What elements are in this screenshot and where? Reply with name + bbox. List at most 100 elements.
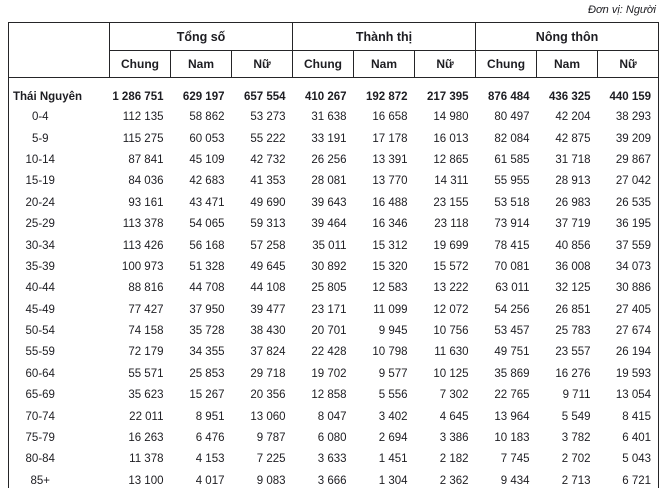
data-cell: 16 346 [372,218,408,231]
table-row: 65-69 35 623 15 267 20 356 12 858 5 556 7 302 2… [9,385,659,406]
data-cell: 10 183 [494,432,530,445]
header-sub-row: Chung Nam Nữ Chung Nam Nữ Chung Nam Nữ [9,50,660,78]
table-row: 25-29 113 378 54 065 59 313 39 464 16 346 23 1… [9,213,659,234]
data-cell: 7 302 [439,389,469,402]
data-cell: 25 805 [311,282,347,295]
row-label: 60-64 [25,367,55,380]
data-cell: 15 267 [189,389,225,402]
data-cell: 1 304 [378,474,408,487]
data-cell: 6 080 [317,432,347,445]
data-cell: 27 042 [615,175,652,188]
data-cell: 11 099 [373,303,408,316]
data-cell: 100 973 [121,260,164,273]
data-cell: 61 585 [494,153,530,166]
data-cell: 3 666 [317,474,347,487]
data-cell: 38 293 [615,111,652,124]
data-cell: 39 209 [615,132,652,145]
row-label: 45-49 [25,303,55,316]
row-label: 85+ [30,474,50,487]
row-label: 55-59 [25,346,55,359]
data-cell: 5 043 [622,453,652,466]
data-cell: 13 770 [372,175,408,188]
data-cell: 23 557 [555,346,591,359]
data-cell: 30 886 [615,282,652,295]
data-cell: 53 457 [494,325,530,338]
row-label: 15-19 [25,175,55,188]
data-cell: 37 950 [189,303,225,316]
data-cell: 26 256 [311,153,347,166]
corner-cell [8,22,110,78]
data-cell: 37 824 [250,346,286,359]
data-cell: 9 434 [500,474,530,487]
data-cell: 26 535 [615,196,652,209]
data-cell: 410 267 [304,90,347,103]
data-cell: 36 195 [615,218,652,231]
data-cell: 53 518 [494,196,530,209]
data-cell: 10 756 [433,325,469,338]
table-row: 30-34 113 426 56 168 57 258 35 011 15 312 19 6… [9,235,659,256]
data-cell: 16 276 [555,367,591,380]
data-cell: 57 258 [250,239,286,252]
data-cell: 6 401 [622,432,652,445]
data-cell: 12 583 [372,282,408,295]
data-cell: 629 197 [182,90,225,103]
data-cell: 93 161 [128,196,164,209]
table-row: 40-44 88 816 44 708 44 108 25 805 12 583 13 22… [9,278,659,299]
data-cell: 19 702 [311,367,347,380]
data-cell: 78 415 [494,239,530,252]
data-cell: 25 853 [189,367,225,380]
row-label: 40-44 [25,282,55,295]
data-cell: 42 204 [555,111,591,124]
data-cell: 22 011 [129,410,164,423]
data-cell: 17 178 [372,132,408,145]
data-cell: 5 556 [378,389,408,402]
data-cell: 113 378 [122,218,164,231]
data-cell: 60 053 [189,132,225,145]
data-cell: 7 745 [500,453,530,466]
group-header-rural: Nông thôn [475,22,660,51]
data-cell: 41 353 [250,175,286,188]
row-label: 0-4 [31,111,49,124]
data-cell: 2 694 [378,432,408,445]
table-row: 85+ 13 100 4 017 9 083 3 666 1 304 2 362 9 434 2… [9,470,659,488]
row-label: 5-9 [31,132,49,145]
data-cell: 55 571 [128,367,164,380]
data-cell: 72 179 [128,346,164,359]
data-cell: 8 047 [317,410,347,423]
data-cell: 39 477 [250,303,286,316]
row-label: 10-14 [25,153,55,166]
data-cell: 7 225 [256,453,286,466]
data-cell: 33 191 [311,132,347,145]
row-label: 25-29 [25,218,55,231]
sub-header-chung: Chung [109,50,171,78]
data-cell: 20 356 [250,389,286,402]
data-cell: 15 572 [433,260,469,273]
data-cell: 26 194 [615,346,652,359]
data-cell: 19 699 [433,239,469,252]
data-cell: 59 313 [250,218,286,231]
data-cell: 55 955 [494,175,530,188]
data-cell: 25 783 [555,325,591,338]
row-label: 70-74 [25,410,55,423]
data-cell: 876 484 [487,90,530,103]
sub-header-nam: Nam [353,50,416,78]
header-group-row: Tổng số Thành thị Nông thôn [8,22,660,78]
data-cell: 16 013 [433,132,469,145]
data-cell: 1 451 [378,453,408,466]
table-row: Thái Nguyên 1 286 751 629 197 657 554 410 26… [9,78,659,107]
data-cell: 49 645 [250,260,286,273]
data-cell: 657 554 [243,90,286,103]
data-cell: 23 118 [434,218,469,231]
data-cell: 40 856 [555,239,591,252]
table-row: 5-9 115 275 60 053 55 222 33 191 17 178 16 013… [9,128,659,149]
unit-label: Đơn vị: Người [588,4,656,16]
data-cell: 22 765 [494,389,530,402]
data-cell: 35 869 [494,367,530,380]
data-cell: 6 476 [195,432,225,445]
data-cell: 19 593 [615,367,652,380]
data-cell: 39 643 [311,196,347,209]
data-cell: 9 083 [256,474,286,487]
data-cell: 42 683 [189,175,225,188]
data-cell: 5 549 [561,410,591,423]
data-cell: 16 658 [372,111,408,124]
